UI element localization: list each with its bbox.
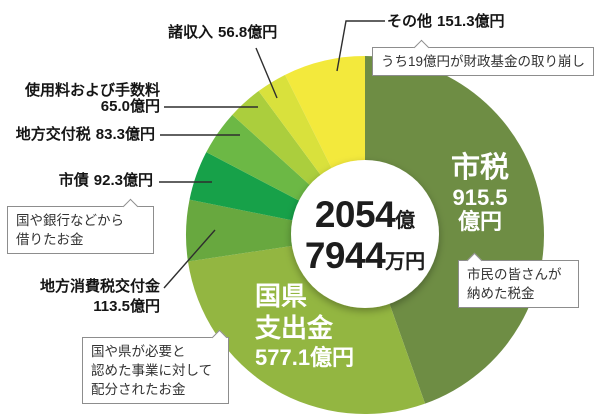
note-shisai-line2: 借りたお金 bbox=[16, 232, 84, 247]
slice-label-shizei: 市税 915.5 億円 bbox=[430, 150, 530, 233]
slice-label-kokken-value: 577.1億円 bbox=[255, 345, 355, 370]
label-shiyoryo: 使用料および手数料 65.0億円 bbox=[0, 83, 160, 115]
label-shoshunyu: 諸収入 56.8億円 bbox=[168, 25, 277, 41]
label-shiyoryo-name: 使用料および手数料 bbox=[24, 82, 160, 99]
total-oku-value: 2054 bbox=[314, 194, 396, 235]
note-shizei: 市民の皆さんが 納めた税金 bbox=[458, 252, 579, 308]
label-chihoshohizei-value: 113.5億円 bbox=[93, 298, 160, 315]
label-sonota: その他 151.3億円 bbox=[387, 14, 505, 30]
note-kokken: 国や県が必要と 認めた事業に対して 配分されたお金 bbox=[82, 329, 229, 404]
total-amount-line2: 7944万円 bbox=[285, 237, 445, 280]
label-shoshunyu-name: 諸収入 bbox=[168, 24, 214, 41]
leader-line-shoshunyu bbox=[255, 47, 278, 99]
label-chihoshohizei: 地方消費税交付金 113.5億円 bbox=[0, 277, 160, 317]
label-chihokofuzei-value: 83.3億円 bbox=[95, 126, 155, 143]
total-amount-line1: 2054億 bbox=[285, 196, 445, 239]
slice-label-shizei-value: 915.5 bbox=[452, 185, 508, 210]
label-chihokofuzei-name: 地方交付税 bbox=[15, 126, 91, 143]
note-shisai: 国や銀行などから 借りたお金 bbox=[7, 198, 154, 254]
slice-label-kokken-line2: 支出金 bbox=[255, 313, 334, 343]
slice-label-kokken: 国県 支出金 577.1億円 bbox=[255, 280, 354, 372]
leader-line-chihoshohizei bbox=[163, 229, 216, 289]
slice-label-shizei-name: 市税 bbox=[450, 152, 509, 184]
note-shizei-line2: 納めた税金 bbox=[467, 286, 535, 301]
label-shoshunyu-value: 56.8億円 bbox=[218, 24, 278, 41]
note-kokken-line2: 認めた事業に対して bbox=[91, 363, 213, 378]
total-man-value: 7944 bbox=[304, 235, 386, 276]
label-sonota-name: その他 bbox=[387, 13, 433, 30]
note-shizei-line1: 市民の皆さんが bbox=[467, 267, 562, 282]
pie-slice-0 bbox=[365, 56, 544, 404]
label-shisai: 市債 92.3億円 bbox=[0, 173, 153, 189]
label-shiyoryo-value: 65.0億円 bbox=[100, 98, 160, 115]
total-man-unit: 万円 bbox=[385, 251, 426, 273]
label-shisai-value: 92.3億円 bbox=[93, 172, 153, 189]
note-sonota: うち19億円が財政基金の取り崩し bbox=[372, 39, 595, 76]
slice-label-kokken-line1: 国県 bbox=[255, 281, 308, 311]
note-shisai-line1: 国や銀行などから bbox=[16, 213, 124, 228]
label-chihokofuzei: 地方交付税 83.3億円 bbox=[0, 127, 155, 143]
total-oku-unit: 億 bbox=[395, 210, 416, 232]
note-kokken-line3: 配分されたお金 bbox=[91, 382, 186, 397]
donut-hole bbox=[291, 160, 439, 308]
note-kokken-line1: 国や県が必要と bbox=[91, 344, 186, 359]
label-sonota-value: 151.3億円 bbox=[437, 13, 505, 30]
note-sonota-text: うち19億円が財政基金の取り崩し bbox=[381, 54, 586, 69]
leader-line-sonota bbox=[336, 20, 385, 72]
label-chihoshohizei-name: 地方消費税交付金 bbox=[39, 278, 160, 295]
total-amount: 2054億 7944万円 bbox=[285, 196, 445, 280]
slice-label-shizei-unit: 億円 bbox=[457, 209, 502, 234]
pie-slice-2 bbox=[185, 199, 365, 262]
label-shisai-name: 市債 bbox=[58, 172, 89, 189]
